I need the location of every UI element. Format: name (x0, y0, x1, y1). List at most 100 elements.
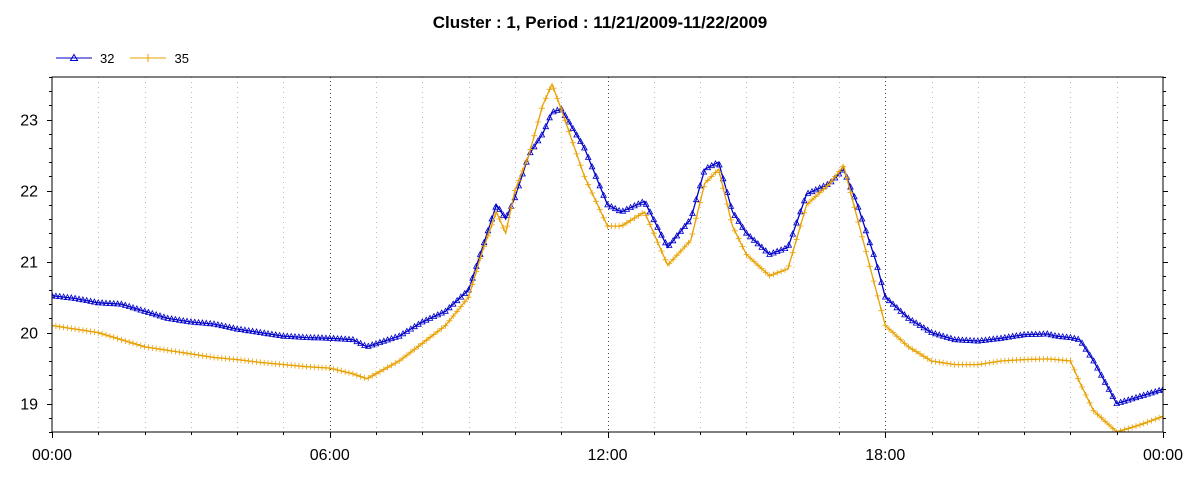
data-point (118, 336, 125, 343)
data-point (1051, 331, 1059, 339)
data-point (391, 333, 399, 340)
y-tick-label: 20 (20, 326, 38, 343)
data-point (83, 327, 90, 334)
data-point (1063, 333, 1070, 340)
data-point (218, 321, 226, 329)
data-point (326, 334, 334, 341)
data-point (342, 368, 349, 375)
y-tick-label: 21 (20, 255, 38, 272)
data-point (52, 323, 59, 330)
legend: 32 35 (54, 50, 203, 66)
data-point (897, 336, 904, 343)
data-point (95, 329, 102, 336)
data-point (584, 153, 592, 160)
data-point (346, 369, 352, 376)
data-point (191, 351, 198, 358)
data-point (1140, 420, 1147, 427)
data-point (202, 319, 210, 326)
data-point (99, 330, 106, 337)
data-point (673, 232, 681, 239)
data-point (751, 258, 758, 265)
data-point (962, 336, 970, 343)
data-point (511, 187, 518, 194)
data-point (577, 137, 584, 144)
data-point (569, 124, 577, 131)
data-point (1105, 385, 1113, 392)
data-point (993, 334, 1001, 342)
data-point (917, 350, 923, 357)
data-point (600, 191, 607, 198)
data-point (1043, 330, 1051, 337)
data-point (997, 334, 1005, 341)
data-point (939, 332, 947, 339)
data-point (187, 350, 194, 357)
data-point (1140, 391, 1148, 398)
data-point (781, 244, 789, 251)
data-point (1067, 358, 1074, 364)
data-point (866, 238, 874, 246)
data-point (450, 313, 457, 319)
data-point (650, 230, 657, 237)
data-point (669, 236, 677, 244)
data-point (1067, 333, 1074, 340)
data-point (488, 215, 496, 222)
data-point (1074, 335, 1082, 342)
data-point (52, 291, 56, 299)
data-point (71, 294, 79, 301)
data-point (102, 299, 110, 306)
data-point (110, 299, 118, 307)
data-point (951, 335, 959, 343)
data-point (913, 348, 920, 355)
data-point (527, 146, 534, 153)
data-point (565, 118, 573, 125)
plot-frame (51, 76, 1164, 433)
data-point (681, 222, 689, 229)
data-point (307, 333, 314, 341)
data-point (696, 182, 704, 189)
data-point (199, 352, 206, 359)
data-point (1090, 407, 1097, 414)
data-point (1059, 332, 1067, 340)
data-point (129, 303, 137, 311)
data-point (611, 204, 619, 212)
data-point (241, 357, 248, 364)
data-point (793, 219, 800, 226)
data-point (295, 333, 303, 340)
data-point (87, 328, 94, 335)
data-point (64, 324, 71, 331)
data-point (1106, 421, 1112, 428)
data-point (121, 301, 129, 308)
data-point (500, 224, 507, 231)
data-point (94, 298, 102, 306)
data-point (619, 222, 626, 229)
data-point (106, 299, 114, 306)
data-point (226, 323, 233, 330)
data-point (986, 335, 993, 343)
data-point (646, 208, 654, 215)
data-point (79, 296, 87, 303)
data-point (797, 208, 804, 215)
data-point (943, 333, 951, 340)
data-point (654, 239, 661, 246)
data-point (334, 334, 341, 342)
data-point (207, 353, 214, 360)
data-point (130, 340, 136, 347)
data-point (589, 190, 596, 196)
data-point (283, 332, 291, 339)
data-point (886, 326, 893, 333)
data-point (249, 327, 256, 334)
data-point (530, 142, 538, 150)
data-point (172, 348, 179, 355)
data-point (396, 358, 403, 364)
data-point (515, 177, 522, 184)
data-point (689, 209, 696, 216)
data-point (423, 337, 430, 344)
data-point (438, 325, 445, 332)
legend-swatch-35 (130, 54, 167, 62)
data-point (863, 248, 869, 255)
data-point (148, 309, 156, 317)
data-point (256, 328, 264, 335)
data-point (770, 271, 777, 278)
data-point (638, 198, 646, 205)
data-point (739, 243, 746, 250)
